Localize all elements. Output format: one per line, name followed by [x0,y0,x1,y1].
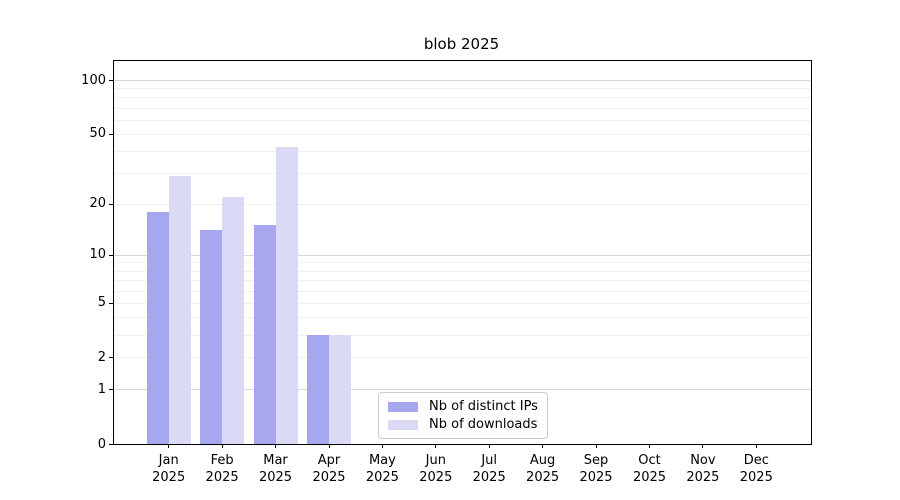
y-gridline-minor [114,203,811,205]
x-tick-label: Dec 2025 [739,453,773,485]
x-tick-mark [221,444,223,448]
y-gridline-minor [114,88,811,90]
legend-label-distinct-ips: Nb of distinct IPs [429,399,538,414]
x-tick-mark [275,444,276,448]
x-tick-mark [488,444,490,448]
y-gridline-major [114,254,811,256]
bar-downloads [168,175,191,444]
bar-distinct-ips [253,225,276,444]
y-gridline-minor [114,107,811,109]
chart-title: blob 2025 [423,35,500,53]
y-tick-mark [109,357,113,359]
bar-downloads [275,147,298,444]
x-tick-mark [542,444,544,448]
legend-swatch-downloads-icon [388,419,418,430]
y-gridline-major [114,389,811,391]
y-gridline-minor [114,262,811,264]
x-tick-label: Apr 2025 [312,453,346,485]
x-tick-mark [595,444,597,448]
y-tick-label: 1 [97,381,106,397]
legend-item-distinct-ips: Nb of distinct IPs [388,399,538,414]
x-tick-label: Mar 2025 [258,453,293,485]
x-tick-label: Jun 2025 [419,453,453,485]
y-tick-mark [109,389,113,391]
y-gridline-minor [114,270,811,272]
y-tick-mark [109,80,113,81]
legend: Nb of distinct IPs Nb of downloads [378,392,548,439]
x-tick-label: Nov 2025 [686,453,720,485]
y-gridline-minor [114,334,811,336]
x-tick-mark [649,444,650,448]
bar-distinct-ips [200,230,223,444]
y-tick-mark [109,444,113,445]
y-tick-label: 10 [89,247,106,263]
y-tick-label: 100 [81,72,106,88]
legend-swatch-distinct-ips-icon [388,401,418,412]
y-tick-label: 5 [97,295,106,311]
x-tick-mark [702,444,704,448]
bar-distinct-ips [146,211,169,444]
y-gridline-minor [114,290,811,292]
legend-item-downloads: Nb of downloads [388,417,538,432]
y-gridline-minor [114,302,811,304]
y-gridline-minor [114,280,811,281]
x-tick-mark [168,444,170,448]
plot-area: 0 1 2 5 10 20 50 100 Jan 2025 Feb 2025 Mar 2025 Apr… [81,60,812,485]
x-tick-mark [435,444,437,448]
bar-downloads [222,196,245,444]
y-gridline-minor [114,317,811,319]
y-tick-label: 0 [97,436,106,452]
y-tick-label: 50 [89,126,106,142]
y-gridline-minor [114,357,811,359]
bar-distinct-ips [307,334,329,444]
x-tick-label: Sep 2025 [579,453,613,485]
x-tick-mark [328,444,330,448]
x-tick-label: Oct 2025 [632,453,667,485]
x-tick-label: May 2025 [365,453,399,485]
y-tick-mark [109,254,113,256]
y-gridline-minor [114,173,811,175]
y-gridline-minor [114,151,811,153]
y-gridline-minor [114,97,811,99]
legend-label-downloads: Nb of downloads [429,417,538,432]
y-tick-mark [109,203,113,205]
y-tick-label: 2 [97,349,106,365]
y-gridline-major [114,80,811,81]
x-tick-label: Jan 2025 [152,453,186,485]
x-tick-mark [755,444,757,448]
x-tick-label: Jul 2025 [472,453,506,485]
y-tick-mark [109,302,113,304]
y-tick-mark [109,133,113,135]
bar-downloads [329,334,351,444]
y-gridline-minor [114,119,811,121]
x-tick-label: Aug 2025 [526,453,560,485]
y-tick-label: 20 [89,196,106,212]
x-tick-label: Feb 2025 [205,453,239,485]
y-gridline-minor [114,133,811,135]
x-tick-mark [381,444,383,448]
